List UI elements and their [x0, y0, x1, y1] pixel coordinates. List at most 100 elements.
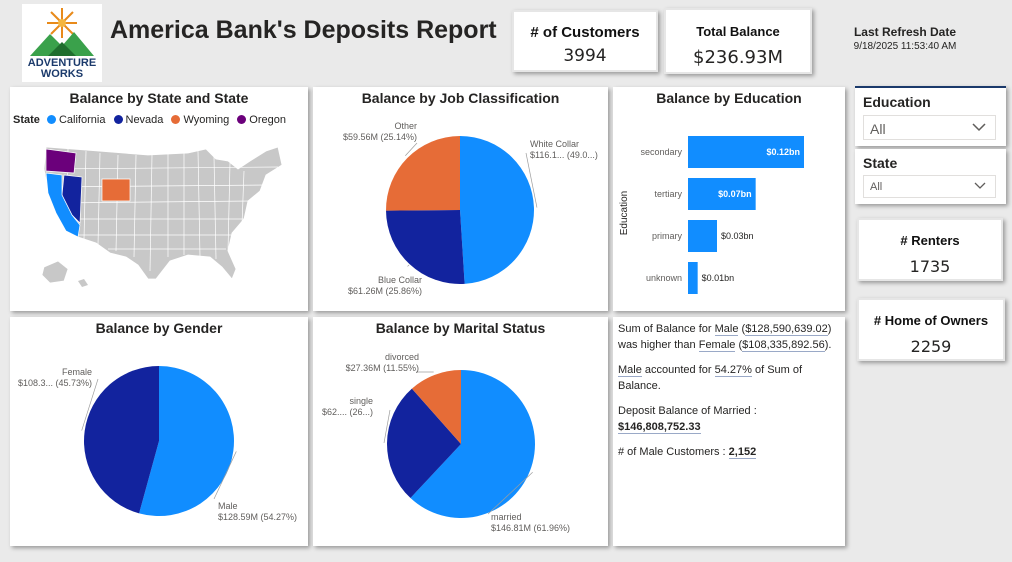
- customers-kpi-label: # of Customers: [530, 24, 640, 41]
- narrative-paragraph-4: # of Male Customers : 2,152: [618, 446, 757, 459]
- education-card[interactable]: Balance by Education Education secondary $…: [613, 87, 845, 311]
- category-label: secondary: [640, 147, 682, 157]
- gender-title: Balance by Gender: [95, 320, 223, 336]
- bar-tertiary[interactable]: [688, 178, 756, 210]
- married-balance-value: $146,808,752.33: [618, 421, 701, 434]
- state-slicer-label: State: [863, 155, 898, 171]
- legend-title: State: [13, 114, 40, 126]
- bar-value-label: $0.03bn: [721, 231, 754, 241]
- bar-primary[interactable]: [688, 220, 717, 252]
- chevron-down-icon: [973, 178, 987, 199]
- refresh-value: 9/18/2025 11:53:40 AM: [853, 41, 957, 52]
- slice-label: Female: [62, 367, 92, 377]
- legend-dot-icon: [237, 115, 247, 124]
- education-slicer-label: Education: [863, 94, 931, 110]
- marital-status-pie[interactable]: married$146.81M (61.96%) single$62.... (2…: [313, 317, 608, 546]
- pie-slice-male[interactable]: [139, 366, 235, 516]
- leader-line: [383, 409, 391, 444]
- pie-slice-divorced[interactable]: [411, 370, 461, 444]
- state-map-title: Balance by State and State: [69, 90, 249, 106]
- marital-status-card[interactable]: Balance by Marital Status married $146.81…: [313, 317, 608, 546]
- category-label: primary: [652, 231, 683, 241]
- pie-slice-other[interactable]: [386, 136, 460, 211]
- renters-kpi-label: # Renters: [900, 233, 960, 248]
- education-bar-chart[interactable]: Education secondary $0.12bn tertiary $0.07bn…: [613, 87, 845, 311]
- education-dropdown-value: All: [870, 121, 886, 137]
- slice-label: Other: [394, 121, 417, 131]
- job-classification-card[interactable]: Balance by Job Classification White Coll…: [313, 87, 608, 311]
- logo-text-line2: WORKS: [40, 68, 84, 80]
- pie-slice-married[interactable]: [410, 370, 535, 518]
- job-classification-pie[interactable]: White Collar$116.1... (49.0...) Blue Coll…: [313, 87, 608, 311]
- pie-slice-female[interactable]: [84, 366, 159, 514]
- slice-value-label: $62.... (26...): [322, 407, 373, 417]
- slice-label: Blue Collar: [378, 275, 422, 285]
- marital-status-title: Balance by Marital Status: [375, 320, 546, 336]
- legend-item-california[interactable]: California: [46, 114, 105, 126]
- state-map-legend: State California Nevada Wyoming Oregon: [13, 114, 286, 126]
- bar-secondary[interactable]: [688, 136, 804, 168]
- education-title: Balance by Education: [656, 90, 802, 106]
- state-map-card[interactable]: Balance by State and State State Califor…: [10, 87, 308, 311]
- leader-line: [81, 378, 99, 431]
- customers-kpi-card: # of Customers 3994: [512, 10, 658, 72]
- narrative-male-link: Male: [714, 323, 739, 336]
- renters-kpi-value: 1735: [909, 257, 951, 276]
- job-classification-title: Balance by Job Classification: [361, 90, 560, 106]
- state-dropdown[interactable]: All: [863, 175, 996, 198]
- legend-dot-icon: [171, 115, 181, 124]
- slice-value-label: $27.36M (11.55%): [346, 363, 419, 373]
- education-slicer[interactable]: Education All: [855, 86, 1006, 146]
- male-customers-value: 2,152: [728, 446, 757, 459]
- pie-slice-single[interactable]: [387, 388, 461, 499]
- customers-kpi-value: 3994: [563, 46, 607, 66]
- balance-kpi-value: $236.93M: [693, 47, 783, 68]
- narrative-paragraph-2: Male accounted for 54.27% of Sum of Balan…: [618, 364, 803, 392]
- smart-narrative: Sum of Balance for Male ($128,590,639.02…: [613, 317, 845, 546]
- slice-label: divorced: [385, 352, 419, 362]
- gender-card[interactable]: Balance by Gender Male $128.59M (54.27%) F…: [10, 317, 308, 546]
- slice-label: Male: [218, 501, 238, 511]
- legend-dot-icon: [113, 115, 123, 124]
- legend-dot-icon: [46, 115, 56, 124]
- slice-value-label: $59.56M (25.14%): [343, 132, 417, 142]
- category-label: tertiary: [654, 189, 682, 199]
- balance-kpi-label: Total Balance: [696, 24, 780, 39]
- pie-slice-white-collar[interactable]: [460, 136, 534, 284]
- bar-unknown[interactable]: [688, 262, 698, 294]
- pie-slice-blue-collar[interactable]: [386, 210, 465, 284]
- narrative-female-link: Female: [698, 339, 736, 352]
- report-title: America Bank's Deposits Report: [110, 16, 497, 44]
- home-owners-kpi-label: # Home of Owners: [873, 313, 989, 328]
- narrative-female-value: $108,335,892.56: [742, 339, 825, 352]
- leader-line: [407, 264, 410, 267]
- leader-line: [525, 152, 538, 208]
- legend-item-nevada[interactable]: Nevada: [113, 114, 163, 126]
- us-map-icon[interactable]: [38, 139, 288, 299]
- balance-kpi-card: Total Balance $236.93M: [664, 8, 812, 74]
- state-dropdown-value: All: [870, 181, 883, 193]
- slice-value-label: $108.3... (45.73%): [18, 378, 92, 388]
- narrative-paragraph-1: Sum of Balance for Male ($128,590,639.02…: [618, 323, 832, 352]
- slice-value-label: $128.59M (54.27%): [218, 512, 297, 522]
- logo-text-line1: ADVENTURE: [27, 57, 97, 69]
- leader-line: [487, 472, 533, 515]
- slice-value-label: $61.26M (25.86%): [348, 286, 422, 296]
- narrative-male-pct: 54.27%: [714, 364, 752, 377]
- bar-value-label: $0.12bn: [766, 147, 800, 157]
- renters-kpi-card: # Renters 1735: [857, 218, 1003, 281]
- narrative-paragraph-3: Deposit Balance of Married : $146,808,75…: [618, 405, 757, 434]
- logo: ADVENTURE WORKS: [22, 4, 102, 82]
- slice-label: married: [491, 512, 522, 522]
- y-axis-title: Education: [619, 191, 630, 235]
- education-dropdown[interactable]: All: [863, 115, 996, 140]
- adventure-works-logo-icon: [30, 8, 94, 56]
- legend-item-wyoming[interactable]: Wyoming: [171, 114, 229, 126]
- leader-line: [405, 142, 418, 157]
- slice-label: single: [349, 396, 373, 406]
- leader-line: [213, 451, 237, 500]
- gender-pie[interactable]: Male$128.59M (54.27%) Female$108.3... (45…: [10, 317, 308, 546]
- category-label: unknown: [646, 273, 682, 283]
- legend-item-oregon[interactable]: Oregon: [237, 114, 286, 126]
- state-slicer[interactable]: State All: [855, 149, 1006, 204]
